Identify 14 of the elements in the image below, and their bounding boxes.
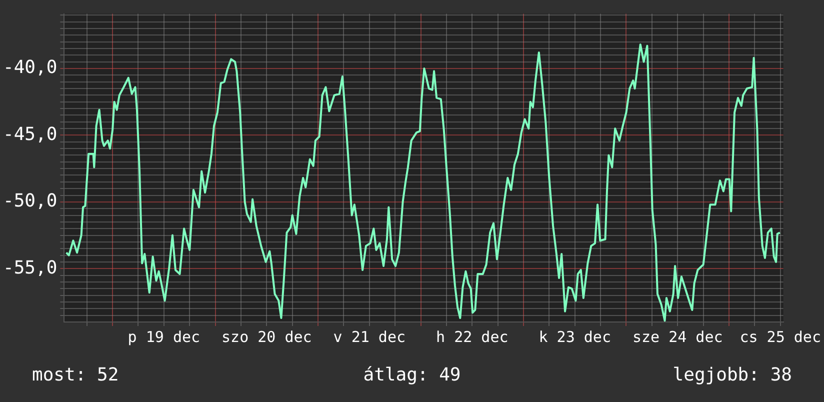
x-tick-label: szo 20 dec <box>222 328 312 346</box>
x-tick-label: sze 24 dec <box>632 328 723 346</box>
y-tick-label: -55,0 <box>2 257 58 278</box>
y-tick-label: -45,0 <box>2 124 58 145</box>
text: átlag: 49 <box>363 364 461 386</box>
y-tick-label: -50,0 <box>2 190 58 212</box>
x-tick-label: v 21 dec <box>333 328 406 346</box>
x-tick-label: k 23 dec <box>538 328 611 346</box>
text: legjobb: 38 <box>672 364 792 386</box>
x-tick-label: cs 25 dec <box>740 328 821 346</box>
y-tick-label: -40,0 <box>2 57 58 78</box>
x-tick-label: h 22 dec <box>436 328 508 346</box>
x-tick-label: p 19 dec <box>128 328 200 346</box>
text: most: 52 <box>32 364 119 386</box>
